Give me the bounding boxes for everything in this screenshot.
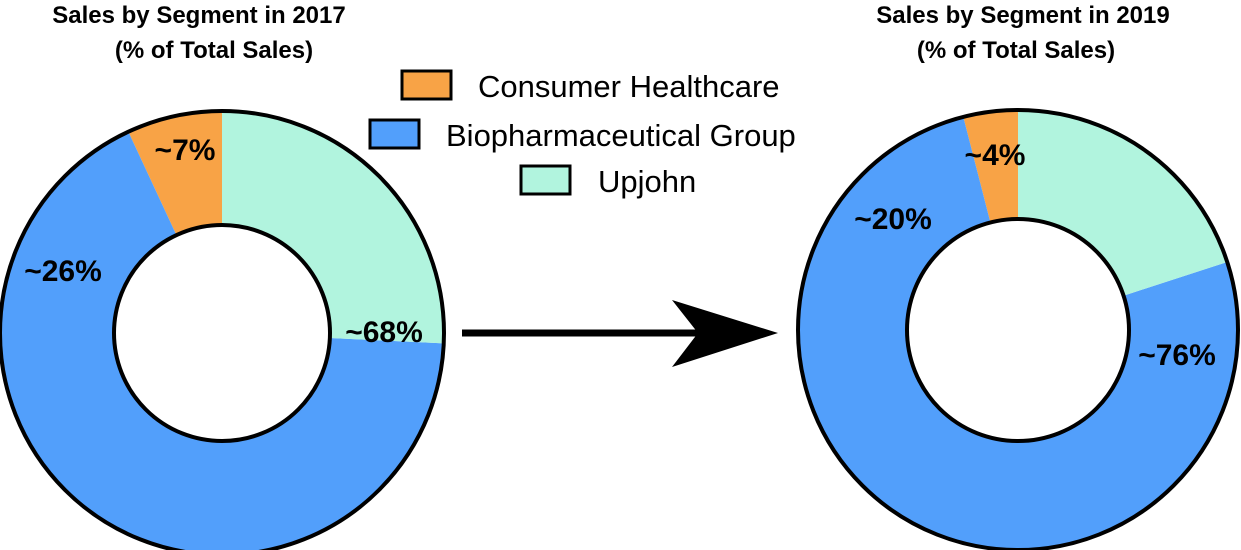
slice-label-2017-upjohn: ~26% [24,255,102,288]
legend-swatch-upjohn [519,164,572,196]
slice-label-2019-consumer-healthcare: ~4% [965,139,1026,172]
slice-label-2017-biopharmaceutical-group: ~68% [345,316,423,349]
legend-item-consumer-healthcare: Consumer Healthcare [400,69,780,104]
slice-label-2019-biopharmaceutical-group: ~76% [1138,339,1216,372]
donut-2017-outer-border [0,109,446,550]
donut-2019-hole [905,217,1131,443]
donut-2019-outer-border [796,108,1240,550]
legend-item-biopharmaceutical-group: Biopharmaceutical Group [368,118,796,153]
chart-2017-subtitle: (% of Total Sales) [115,37,313,64]
legend-swatch-biopharmaceutical-group [368,118,421,150]
legend-item-upjohn: Upjohn [519,164,696,199]
donut-chart-2017: ~7% ~68% ~26% [0,109,446,550]
legend: Consumer Healthcare Biopharmaceutical Gr… [368,69,796,199]
transition-arrow [462,300,778,367]
donut-2017-hole [112,223,332,443]
slice-2017-upjohn [222,111,444,344]
legend-label-consumer-healthcare: Consumer Healthcare [478,69,780,104]
chart-2019-title: Sales by Segment in 2019 [876,2,1169,29]
slice-2019-biopharmaceutical-group [797,116,1238,550]
legend-label-upjohn: Upjohn [598,164,696,199]
donut-chart-2019: ~4% ~76% ~20% [796,108,1240,550]
legend-swatch-consumer-healthcare [400,69,453,101]
arrow-head [672,300,778,367]
slice-2019-consumer-healthcare [963,110,1018,223]
slice-2017-consumer-healthcare [128,111,222,236]
slice-label-2017-consumer-healthcare: ~7% [155,134,216,167]
slice-label-2019-upjohn: ~20% [854,203,932,236]
slice-2017-biopharmaceutical-group [0,131,444,550]
chart-2017-title: Sales by Segment in 2017 [52,2,345,29]
slice-2019-upjohn [1018,110,1228,296]
chart-2019-subtitle: (% of Total Sales) [917,37,1115,64]
legend-label-biopharmaceutical-group: Biopharmaceutical Group [446,118,796,153]
